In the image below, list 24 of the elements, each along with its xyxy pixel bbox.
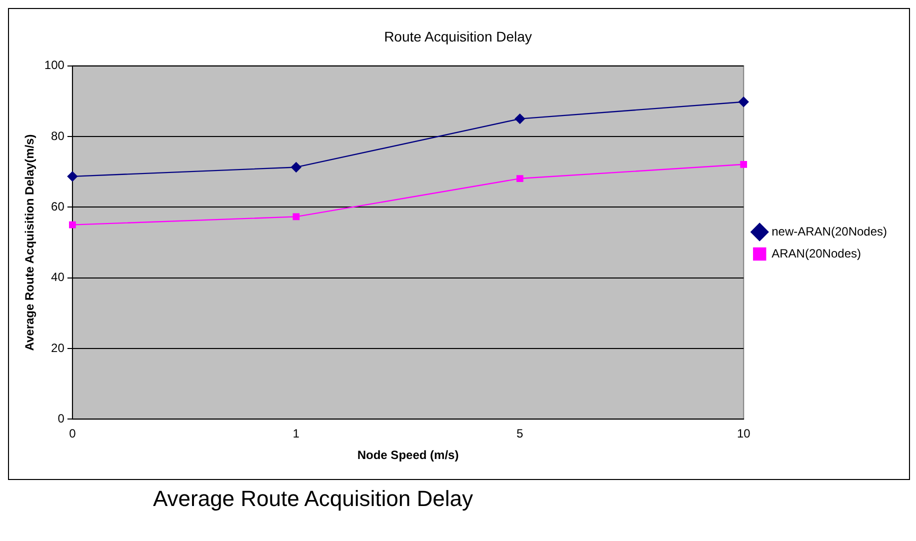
point [740, 160, 748, 168]
x-tick-label: 5 [516, 426, 524, 441]
y-tick-label: 0 [58, 412, 65, 426]
legend-label: ARAN(20Nodes) [772, 246, 861, 260]
point [291, 162, 302, 172]
point [738, 96, 749, 107]
x-tick-label: 1 [292, 426, 300, 441]
y-tick-label: 100 [44, 58, 65, 72]
y-axis-title: Average Route Acquisition Delay(m/s) [22, 134, 37, 351]
chart-title: Route Acquisition Delay [384, 28, 532, 44]
point [516, 175, 524, 182]
x-tick-label: 0 [69, 426, 76, 441]
point [514, 114, 525, 124]
y-tick-label: 20 [51, 340, 65, 355]
x-tick-label: 10 [736, 426, 751, 441]
point [292, 213, 300, 220]
text: Average Route Acquisition Delay [153, 486, 474, 512]
y-tick-label: 40 [51, 270, 65, 284]
point [68, 221, 76, 228]
y-tick-label: 60 [51, 199, 65, 214]
x-axis-title: Node Speed (m/s) [357, 448, 459, 462]
y-tick-label: 80 [51, 128, 65, 143]
point [67, 171, 78, 182]
legend-label: new-ARAN(20Nodes) [772, 224, 888, 238]
